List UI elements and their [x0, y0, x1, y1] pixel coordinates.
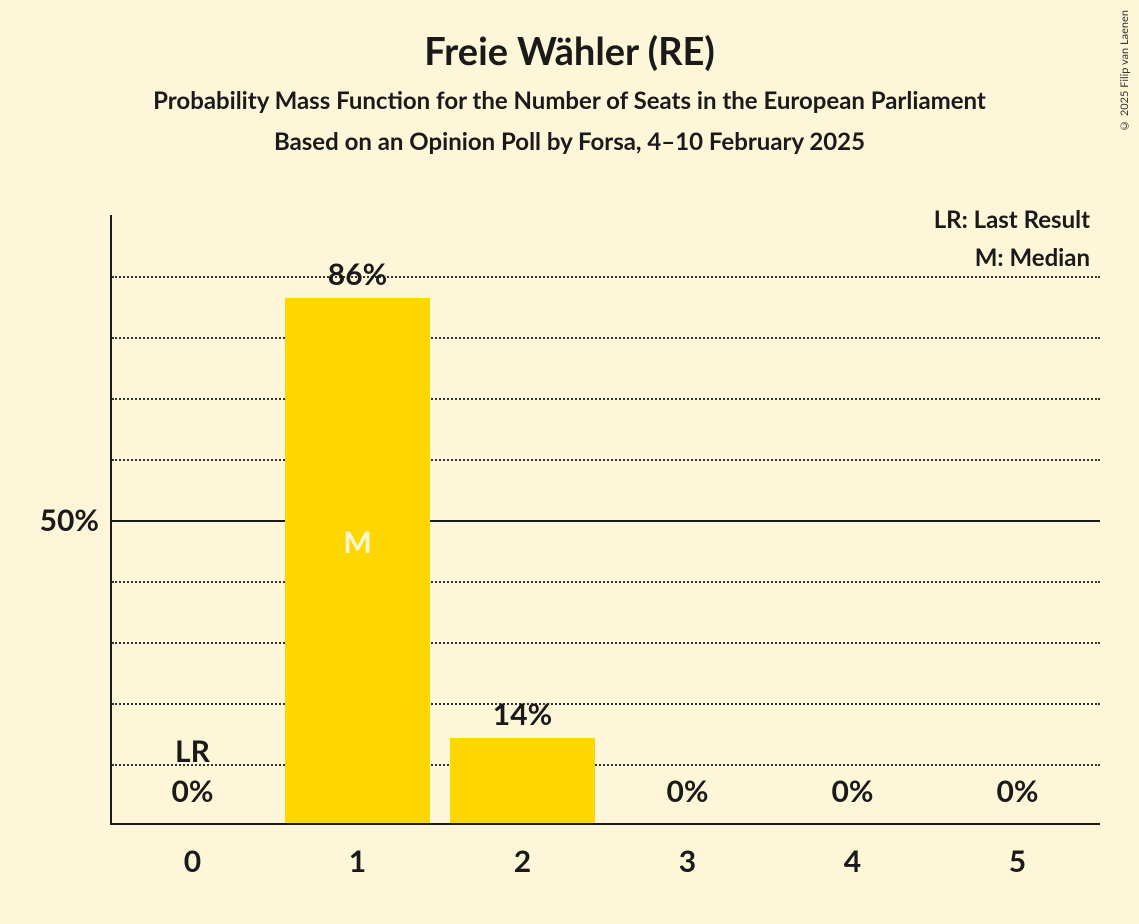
- gridline: [112, 398, 1100, 400]
- legend-lr: LR: Last Result: [934, 205, 1090, 234]
- x-axis-label: 5: [1009, 843, 1026, 879]
- bar-value-label: 86%: [328, 256, 387, 292]
- chart-subtitle-2: Based on an Opinion Poll by Forsa, 4–10 …: [0, 127, 1139, 156]
- x-axis: [110, 823, 1100, 825]
- legend-m: M: Median: [975, 243, 1090, 272]
- median-marker: M: [343, 524, 371, 560]
- bar: [450, 738, 595, 823]
- x-axis-label: 2: [514, 843, 531, 879]
- chart-container: Freie Wähler (RE) Probability Mass Funct…: [0, 0, 1139, 924]
- gridline: [112, 337, 1100, 339]
- gridline: [112, 642, 1100, 644]
- x-axis-label: 0: [184, 843, 201, 879]
- chart-title: Freie Wähler (RE): [0, 0, 1139, 74]
- y-axis-label: 50%: [40, 502, 99, 538]
- gridline: [112, 276, 1100, 278]
- gridline: [112, 459, 1100, 461]
- x-axis-label: 1: [349, 843, 366, 879]
- x-axis-label: 4: [844, 843, 861, 879]
- x-axis-label: 3: [679, 843, 696, 879]
- gridline: [112, 581, 1100, 583]
- bar-value-label: 0%: [172, 773, 214, 809]
- chart-plot-area: 0%LR86%M14%0%0%0% 012345 LR: Last Result…: [110, 215, 1100, 825]
- last-result-marker: LR: [175, 733, 210, 769]
- gridline: [112, 764, 1100, 766]
- gridline: [112, 520, 1100, 522]
- copyright-text: © 2025 Filip van Laenen: [1118, 10, 1131, 132]
- chart-subtitle-1: Probability Mass Function for the Number…: [0, 86, 1139, 115]
- bar-value-label: 14%: [493, 696, 552, 732]
- bar-value-label: 0%: [997, 773, 1039, 809]
- bar-value-label: 0%: [832, 773, 874, 809]
- bar-value-label: 0%: [667, 773, 709, 809]
- gridline: [112, 703, 1100, 705]
- bar: [285, 298, 430, 823]
